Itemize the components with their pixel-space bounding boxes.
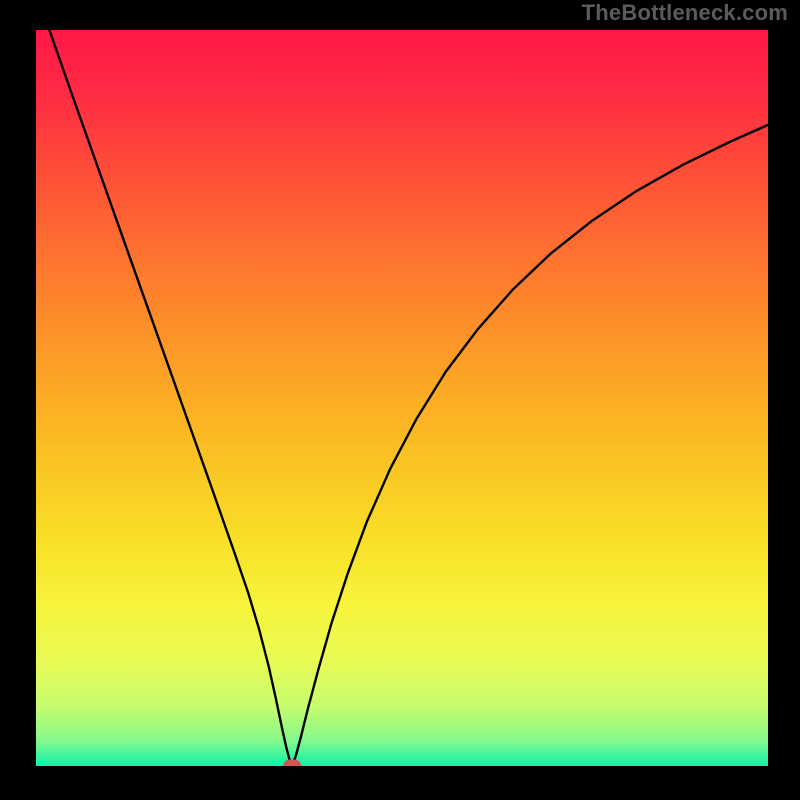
watermark-text: TheBottleneck.com <box>582 0 788 26</box>
gradient-background <box>36 30 768 766</box>
chart-container: TheBottleneck.com <box>0 0 800 800</box>
plot-svg <box>36 30 768 766</box>
plot-frame <box>36 30 768 766</box>
